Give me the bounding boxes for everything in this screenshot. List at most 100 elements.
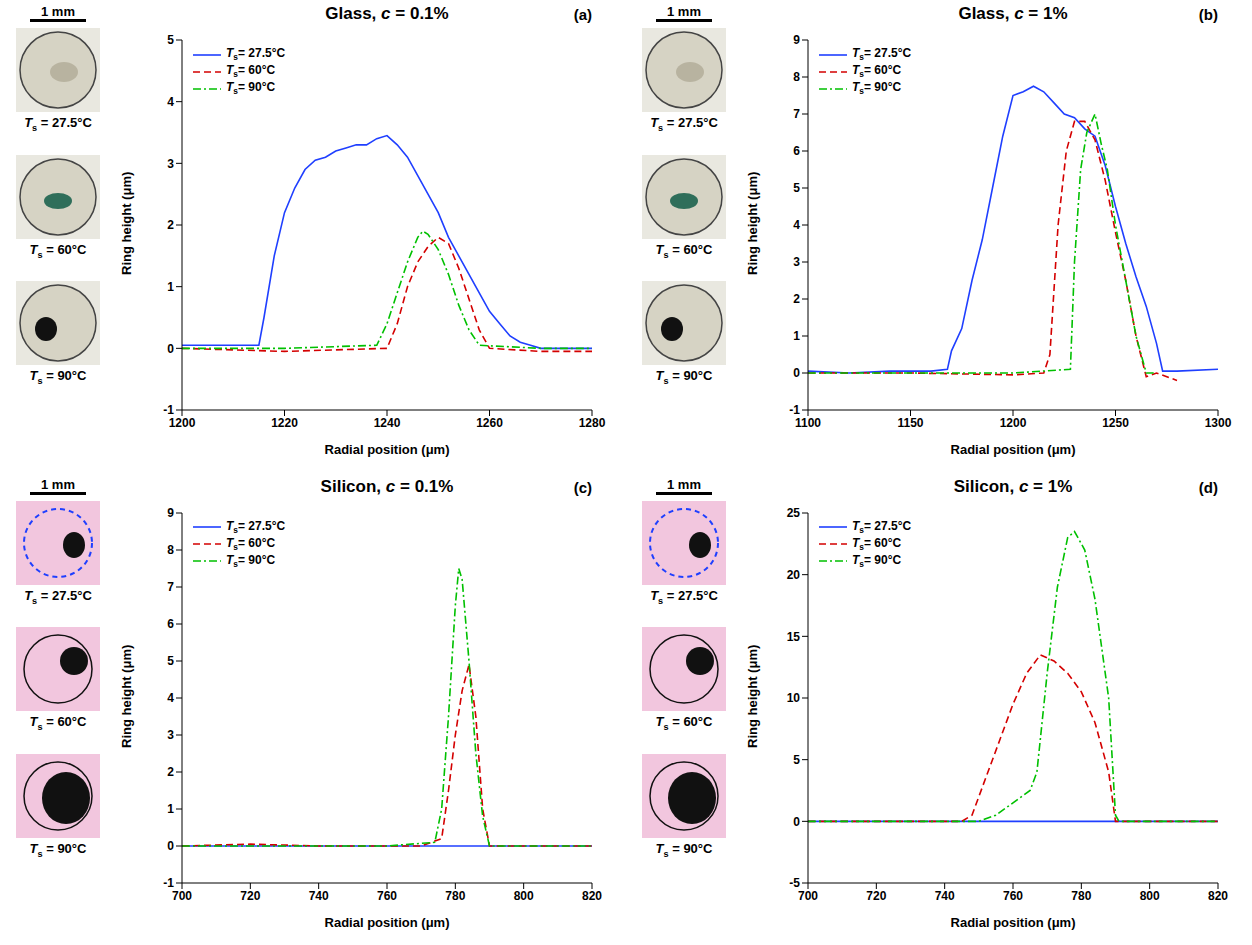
- html-text:(d): (d): [1198, 478, 1218, 496]
- svg-text:5: 5: [167, 33, 174, 47]
- svg-text:780: 780: [445, 888, 465, 902]
- svg-text:Ring height (μm): Ring height (μm): [119, 172, 134, 275]
- svg-text:740: 740: [935, 888, 955, 902]
- svg-text:780: 780: [1071, 888, 1091, 902]
- html-text:(b): (b): [1198, 6, 1218, 23]
- svg-text:1200: 1200: [169, 416, 196, 430]
- svg-text:5: 5: [167, 654, 174, 668]
- svg-text:720: 720: [240, 888, 260, 902]
- html-text:Ts= 60°C: Ts= 60°C: [852, 63, 902, 80]
- html-text:Ts= 60°C: Ts= 60°C: [655, 714, 713, 732]
- svg-text:25: 25: [787, 506, 801, 520]
- svg-text:2: 2: [167, 218, 174, 232]
- svg-text:Radial position (μm): Radial position (μm): [951, 442, 1076, 457]
- html-text:Ts= 60°C: Ts= 60°C: [29, 714, 87, 732]
- svg-text:Ring height (μm): Ring height (μm): [745, 644, 760, 747]
- svg-text:6: 6: [793, 144, 800, 158]
- svg-text:20: 20: [787, 567, 801, 581]
- svg-text:1: 1: [167, 802, 174, 816]
- html-text:Ts= 90°C: Ts= 90°C: [852, 80, 902, 97]
- html-text:Silicon, c = 0.1%: Silicon, c = 0.1%: [320, 476, 454, 496]
- svg-text:5: 5: [793, 181, 800, 195]
- html-text:Ts= 90°C: Ts= 90°C: [852, 552, 902, 570]
- html-text:Ts= 27.5°C: Ts= 27.5°C: [650, 587, 718, 606]
- html-text:Ts= 60°C: Ts= 60°C: [655, 241, 713, 260]
- html-text:Silicon, c = 1%: Silicon, c = 1%: [953, 476, 1073, 496]
- svg-text:4: 4: [167, 95, 174, 109]
- svg-text:1100: 1100: [795, 416, 821, 430]
- svg-text:-1: -1: [163, 876, 174, 890]
- svg-text:-1: -1: [789, 403, 800, 417]
- svg-text:1240: 1240: [374, 416, 401, 430]
- svg-text:7: 7: [793, 107, 800, 121]
- html-text:Glass, c = 1%: Glass, c = 1%: [958, 4, 1068, 23]
- svg-text:0: 0: [167, 839, 174, 853]
- svg-text:5: 5: [793, 752, 800, 766]
- html-text:Ts= 27.5°C: Ts= 27.5°C: [650, 115, 718, 133]
- svg-text:3: 3: [793, 255, 800, 269]
- svg-text:1150: 1150: [897, 416, 923, 430]
- svg-text:0: 0: [793, 814, 800, 828]
- html-text:Ts= 90°C: Ts= 90°C: [655, 368, 713, 386]
- html-text:Ts= 60°C: Ts= 60°C: [852, 535, 902, 553]
- svg-text:10: 10: [787, 691, 801, 705]
- html-text:Ts= 60°C: Ts= 60°C: [29, 241, 87, 260]
- svg-text:1250: 1250: [1102, 416, 1129, 430]
- svg-text:3: 3: [167, 728, 174, 742]
- svg-text:9: 9: [793, 33, 800, 47]
- svg-text:1280: 1280: [579, 416, 606, 430]
- svg-text:7: 7: [167, 580, 174, 594]
- html-text:Ts= 90°C: Ts= 90°C: [226, 552, 276, 570]
- svg-text:6: 6: [167, 617, 174, 631]
- svg-text:Radial position (μm): Radial position (μm): [951, 915, 1076, 930]
- svg-text:-5: -5: [789, 876, 800, 890]
- html-text:Ts= 27.5°C: Ts= 27.5°C: [852, 46, 912, 63]
- svg-text:760: 760: [377, 888, 397, 902]
- svg-text:Ring height (μm): Ring height (μm): [745, 172, 760, 275]
- svg-text:1200: 1200: [1000, 416, 1027, 430]
- svg-text:2: 2: [793, 292, 800, 306]
- svg-text:4: 4: [793, 218, 800, 232]
- html-text:Ts= 27.5°C: Ts= 27.5°C: [24, 115, 92, 133]
- svg-text:1: 1: [793, 329, 800, 343]
- svg-text:2: 2: [167, 765, 174, 779]
- svg-text:740: 740: [309, 888, 329, 902]
- html-text:Glass, c = 0.1%: Glass, c = 0.1%: [325, 4, 449, 23]
- html-text:(c): (c): [573, 478, 592, 496]
- svg-text:Radial position (μm): Radial position (μm): [325, 915, 450, 930]
- html-text:Ts= 90°C: Ts= 90°C: [655, 840, 713, 859]
- svg-text:760: 760: [1003, 888, 1023, 902]
- html-text:Ts= 27.5°C: Ts= 27.5°C: [24, 587, 92, 606]
- html-text:Ts= 90°C: Ts= 90°C: [29, 840, 87, 859]
- svg-text:820: 820: [582, 888, 602, 902]
- svg-text:-1: -1: [163, 403, 174, 417]
- html-text:Ts= 60°C: Ts= 60°C: [226, 535, 276, 553]
- html-text:Ts= 27.5°C: Ts= 27.5°C: [852, 518, 912, 536]
- svg-text:1300: 1300: [1205, 416, 1232, 430]
- svg-text:9: 9: [167, 506, 174, 520]
- html-text:Ts= 90°C: Ts= 90°C: [29, 368, 87, 386]
- svg-text:820: 820: [1208, 888, 1228, 902]
- html-text:Ts= 90°C: Ts= 90°C: [226, 80, 276, 97]
- svg-text:Ring height (μm): Ring height (μm): [119, 644, 134, 747]
- svg-text:1: 1: [167, 280, 174, 294]
- svg-text:1260: 1260: [476, 416, 503, 430]
- svg-text:15: 15: [787, 629, 801, 643]
- svg-text:0: 0: [167, 342, 174, 356]
- html-text:Ts= 60°C: Ts= 60°C: [226, 63, 276, 80]
- svg-text:1220: 1220: [271, 416, 298, 430]
- svg-text:8: 8: [167, 543, 174, 557]
- svg-text:700: 700: [798, 888, 818, 902]
- svg-text:800: 800: [514, 888, 534, 902]
- svg-text:0: 0: [793, 366, 800, 380]
- html-text:Ts= 27.5°C: Ts= 27.5°C: [226, 46, 286, 63]
- svg-text:3: 3: [167, 157, 174, 171]
- svg-text:800: 800: [1140, 888, 1160, 902]
- svg-text:8: 8: [793, 70, 800, 84]
- svg-text:720: 720: [866, 888, 886, 902]
- svg-text:700: 700: [172, 888, 192, 902]
- svg-text:4: 4: [167, 691, 174, 705]
- html-text:Ts= 27.5°C: Ts= 27.5°C: [226, 518, 286, 536]
- html-text:(a): (a): [573, 6, 592, 23]
- svg-text:Radial position (μm): Radial position (μm): [325, 442, 450, 457]
